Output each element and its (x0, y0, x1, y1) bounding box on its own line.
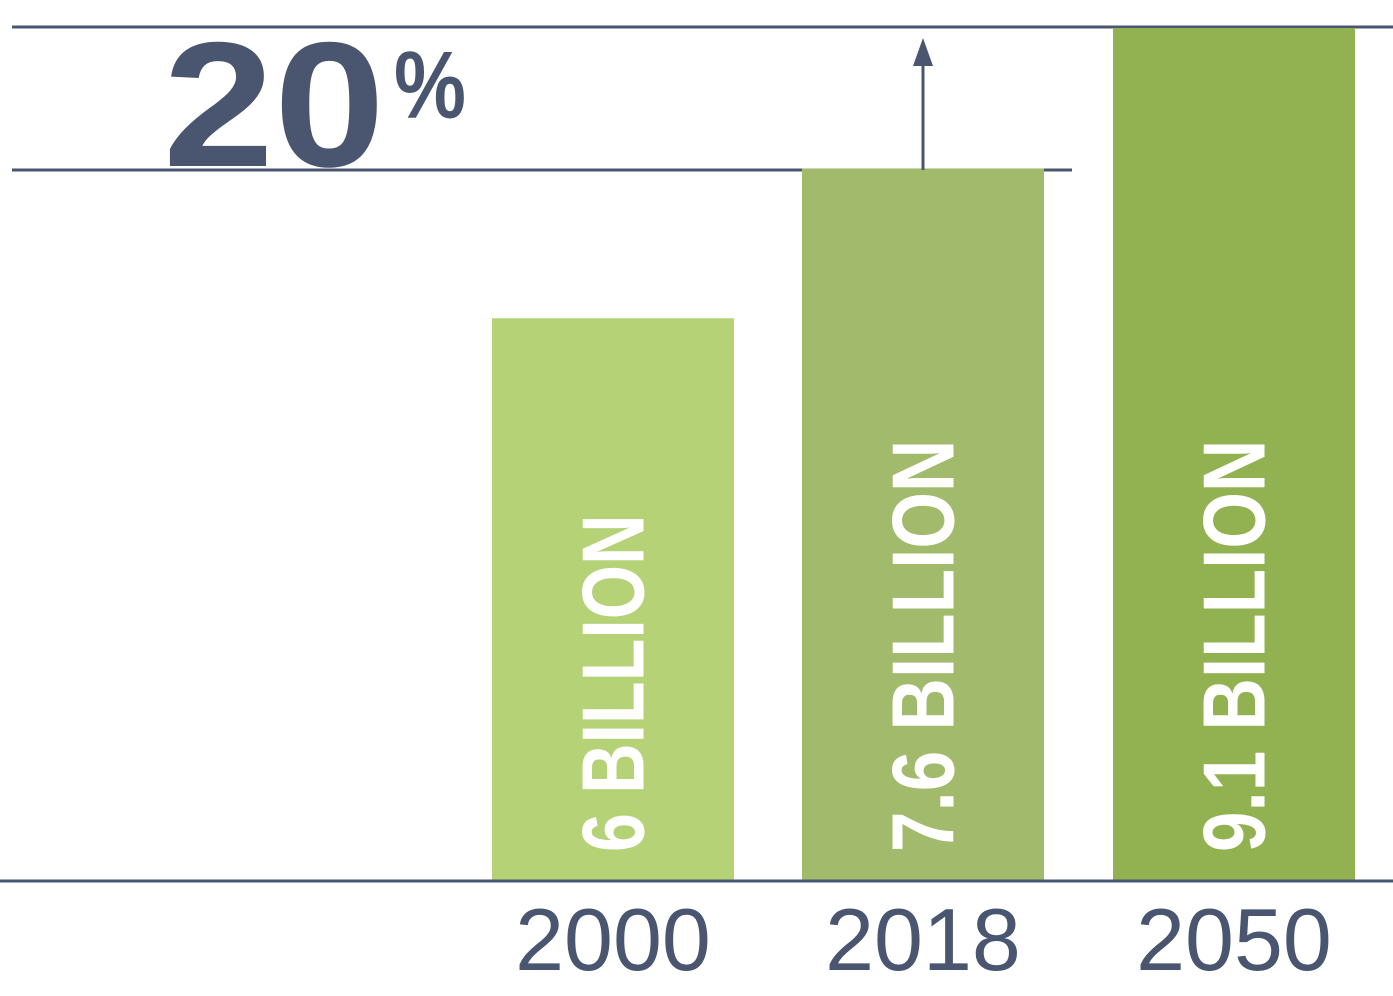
x-tick-label-2000: 2000 (515, 890, 711, 989)
bar-2018 (802, 168, 1044, 880)
bar-value-label-2050: 9.1 BILLION (1185, 440, 1284, 853)
bar-2050 (1113, 28, 1355, 880)
bar-value-label-2000: 6 BILLION (564, 515, 663, 853)
x-axis-tick-labels: 2000 2018 2050 (515, 890, 1332, 989)
bar-2000 (492, 318, 734, 880)
growth-annotation: 20 % (163, 5, 933, 204)
growth-percent-sign: % (394, 32, 466, 139)
arrow-up-icon (913, 38, 933, 66)
x-tick-label-2050: 2050 (1136, 890, 1332, 989)
bar-value-label-2018: 7.6 BILLION (874, 440, 973, 853)
bars: 6 BILLION 7.6 BILLION 9.1 BILLION (492, 28, 1355, 880)
x-tick-label-2018: 2018 (825, 890, 1021, 989)
growth-percent-value: 20 (163, 5, 385, 204)
